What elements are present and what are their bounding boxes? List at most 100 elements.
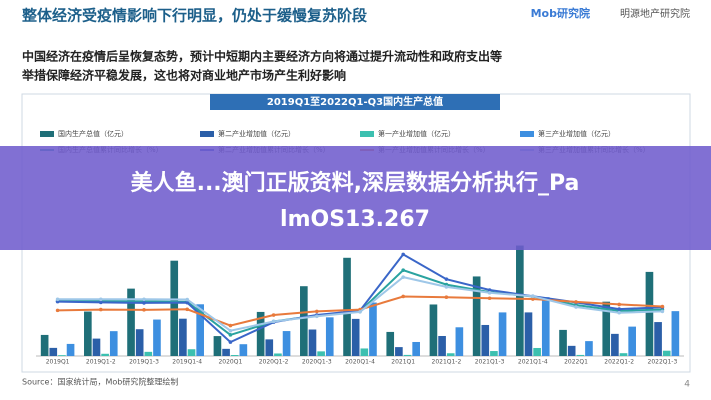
- line-point: [617, 302, 621, 307]
- bar: [671, 311, 680, 356]
- bar: [308, 329, 317, 356]
- bar: [429, 304, 438, 356]
- bar: [127, 288, 135, 356]
- bar: [576, 354, 585, 356]
- source: Source：国家统计局，Mob研究院整理绘制: [22, 377, 178, 387]
- bar: [481, 324, 490, 356]
- bar: [455, 327, 464, 356]
- bar: [282, 331, 291, 356]
- chart-title: 2019Q1至2022Q1-Q3国内生产总值: [267, 95, 443, 108]
- line-point: [228, 323, 233, 328]
- line: [57, 253, 663, 344]
- line-point: [55, 297, 60, 302]
- bar: [360, 348, 369, 356]
- line-point: [99, 297, 103, 302]
- bar: [541, 297, 550, 356]
- line-point: [444, 277, 449, 281]
- x-tick-label: 2019Q1: [46, 359, 70, 366]
- x-tick-label: 2021Q1-4: [518, 359, 548, 366]
- x-tick-label: 2021Q1: [391, 359, 415, 366]
- bar: [49, 347, 58, 356]
- chart-title-bar: [210, 94, 500, 110]
- line-point: [401, 252, 406, 257]
- page-number: 4: [684, 380, 690, 390]
- line-point: [358, 310, 362, 314]
- x-tick-label: 2020Q1: [218, 359, 242, 366]
- line-point: [228, 328, 233, 333]
- x-tick-label: 2020Q1-3: [302, 359, 332, 366]
- bar: [325, 317, 334, 356]
- line-point: [315, 309, 319, 314]
- bar: [498, 312, 507, 356]
- line-point: [531, 297, 535, 301]
- bar: [628, 326, 636, 356]
- line-point: [531, 294, 535, 298]
- line-point: [487, 288, 492, 292]
- bar: [585, 341, 593, 356]
- line-point: [617, 310, 621, 315]
- body-text: 举措保障经济平稳发展，这也将对商业地产市场产生利好影响: [21, 68, 346, 83]
- legend-swatch: [360, 131, 374, 137]
- line-point: [401, 268, 406, 272]
- bar: [619, 353, 628, 356]
- line-point: [444, 295, 449, 300]
- bar: [654, 322, 662, 356]
- line-point: [99, 300, 103, 305]
- bar: [567, 345, 576, 356]
- line-point: [315, 314, 319, 319]
- bar: [40, 334, 49, 356]
- x-tick-label: 2020Q1-2: [259, 359, 289, 366]
- bar: [239, 344, 248, 356]
- bar: [187, 349, 196, 356]
- legend-label: 第二产业增加值（亿元）: [218, 129, 295, 138]
- bar: [351, 318, 360, 356]
- line-point: [660, 309, 665, 314]
- x-tick-label: 2022Q1-2: [604, 359, 634, 366]
- line-point: [660, 304, 665, 309]
- line-point: [228, 333, 233, 337]
- line-point: [185, 297, 189, 302]
- line-point: [444, 285, 449, 289]
- bar: [533, 347, 541, 356]
- bar: [265, 339, 274, 356]
- line-point: [487, 296, 492, 301]
- body-text: 中国经济在疫情后呈恢复态势，预计中短期内主要经济方向将通过提升流动性和政府支出等: [22, 49, 502, 64]
- line-point: [617, 307, 621, 311]
- bar: [662, 350, 671, 356]
- x-tick-label: 2022Q1-3: [648, 359, 678, 366]
- bar: [144, 351, 153, 356]
- bar: [516, 245, 524, 356]
- line-point: [185, 300, 189, 305]
- line-point: [55, 308, 60, 313]
- legend-label: 第三产业增加值（亿元）: [538, 129, 615, 138]
- bar: [446, 353, 455, 356]
- legend-swatch: [200, 131, 214, 137]
- bar: [602, 301, 611, 356]
- legend-label: 第一产业增加值（亿元）: [378, 129, 455, 138]
- bar: [153, 319, 161, 356]
- line-point: [142, 301, 146, 305]
- logo-mob: Mob研究院: [531, 6, 590, 20]
- bar: [256, 311, 265, 356]
- x-tick-label: 2020Q1-4: [345, 359, 375, 366]
- x-tick-label: 2019Q1-2: [86, 359, 116, 366]
- bar: [300, 286, 308, 356]
- logo-mingyuan: 明源地产研究院: [620, 7, 690, 20]
- bar: [213, 336, 222, 356]
- plot: 国内生产总值（亿元） 第二产业增加值（亿元） 第一产业增加值（亿元） 第三产业增加值（…: [36, 129, 684, 366]
- bar: [472, 276, 481, 356]
- line-point: [401, 294, 406, 299]
- line-point: [271, 313, 276, 317]
- bar: [196, 304, 204, 356]
- bar: [559, 329, 567, 356]
- overlay-text: 美人鱼...澳门正版资料,深层数据分析执行_Pa: [131, 170, 580, 196]
- overlay-text: lmOS13.267: [280, 207, 430, 232]
- line-point: [487, 291, 492, 295]
- bar: [230, 355, 239, 356]
- bar: [317, 351, 325, 356]
- bar: [274, 353, 282, 356]
- overlay-banner: [0, 146, 711, 250]
- bar: [343, 257, 351, 356]
- line-point: [401, 275, 406, 279]
